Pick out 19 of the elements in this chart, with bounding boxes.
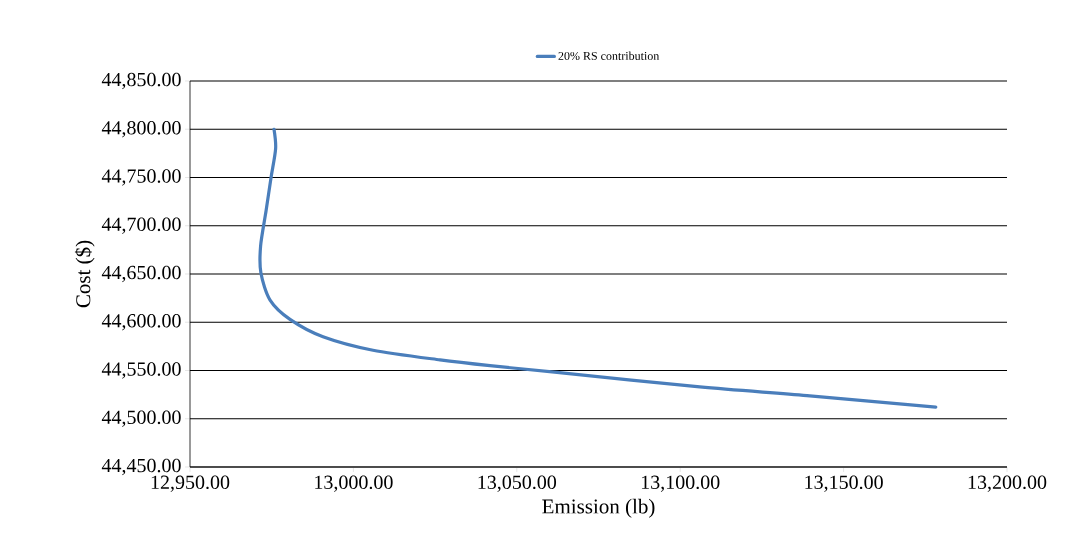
y-tick-label: 44,800.00 xyxy=(101,121,181,138)
y-tick-label: 44,500.00 xyxy=(101,410,181,427)
x-axis-title: Emission (lb) xyxy=(542,498,655,518)
x-tick-label: 13,100.00 xyxy=(641,475,720,492)
x-tick-label: 13,000.00 xyxy=(315,475,393,492)
y-tick-label: 44,850.00 xyxy=(101,72,181,90)
legend-label: 20% RS contribution xyxy=(558,51,660,61)
x-tick-label: 13,150.00 xyxy=(805,475,883,492)
y-tick-label: 44,600.00 xyxy=(101,314,181,331)
y-tick-label: 44,550.00 xyxy=(101,362,181,379)
x-tick-label: 12,950.00 xyxy=(151,475,230,492)
y-tick-label: 44,450.00 xyxy=(101,458,181,476)
y-tick-label: 44,700.00 xyxy=(101,217,181,234)
y-tick-label: 44,750.00 xyxy=(101,169,181,186)
y-axis-title: Cost ($) xyxy=(74,240,95,308)
line-series xyxy=(258,127,938,409)
y-tick-label: 44,650.00 xyxy=(101,265,181,283)
x-tick-label: 13,200.00 xyxy=(968,475,1047,492)
x-tick-label: 13,050.00 xyxy=(478,475,557,492)
